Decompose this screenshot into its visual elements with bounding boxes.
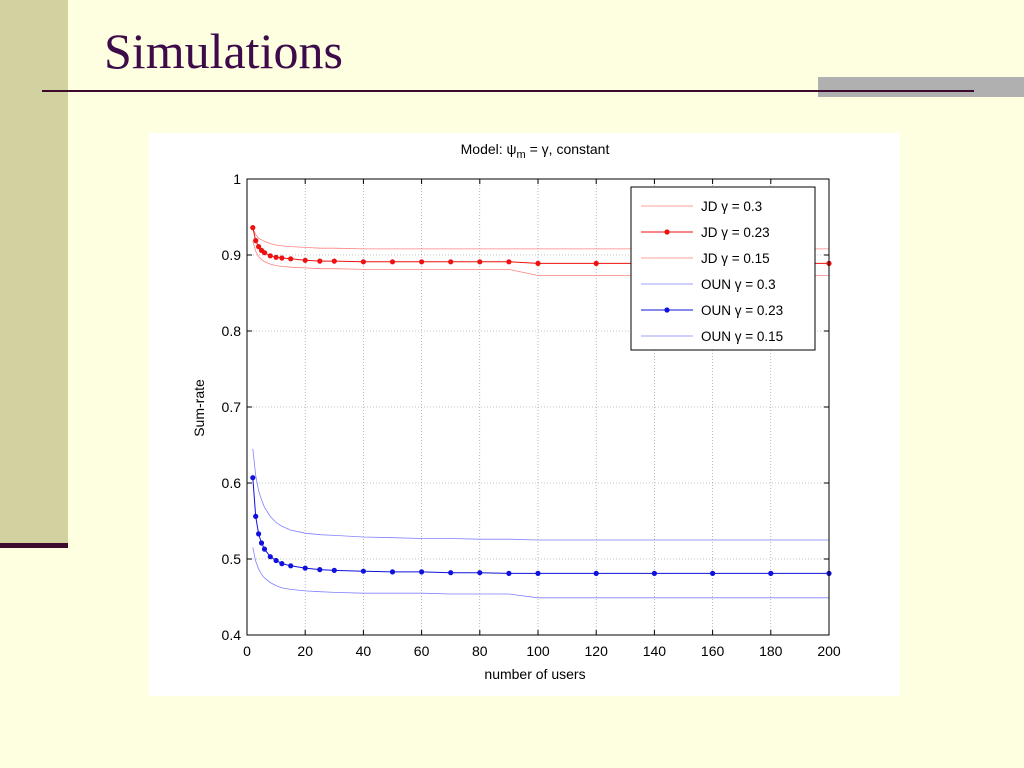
data-point: [279, 561, 285, 567]
series-4: [250, 475, 832, 576]
title-rule-accent: [818, 90, 974, 92]
series-line: [252, 547, 829, 599]
data-point: [256, 531, 262, 537]
data-point: [593, 570, 599, 576]
x-tick-label: 140: [643, 643, 667, 659]
slide-title: Simulations: [104, 23, 343, 79]
y-tick-label: 0.8: [222, 323, 242, 339]
data-point: [253, 238, 259, 244]
legend-label: OUN γ = 0.3: [701, 277, 776, 292]
data-point: [273, 254, 279, 260]
data-point: [302, 257, 308, 263]
data-point: [288, 563, 294, 569]
data-point: [261, 546, 268, 552]
title-rule: [42, 90, 974, 92]
data-point: [389, 569, 396, 575]
data-point: [360, 568, 366, 574]
figure-panel: Model: ψm = γ, constant 0 20 40 60 80 100 120 1…: [149, 133, 900, 696]
data-point: [253, 513, 259, 519]
series-line: [252, 241, 829, 276]
data-point: [477, 259, 483, 265]
y-tick-label: 1: [233, 171, 241, 187]
series-2: [252, 241, 829, 276]
data-point: [593, 260, 599, 266]
x-tick-label: 200: [817, 643, 841, 659]
data-point: [506, 259, 512, 265]
data-point: [250, 225, 256, 231]
x-tick-label: 160: [701, 643, 725, 659]
x-tick-label: 20: [297, 643, 313, 659]
chart-title: Model: ψm = γ, constant: [461, 141, 610, 161]
data-point: [331, 567, 337, 573]
data-point: [535, 570, 541, 576]
x-tick-label: 120: [585, 643, 609, 659]
legend-label: OUN γ = 0.23: [701, 303, 783, 318]
x-tick-label: 60: [414, 643, 430, 659]
series-line: [252, 228, 829, 250]
legend-marker: [664, 229, 670, 235]
legend-label: JD γ = 0.23: [701, 225, 770, 240]
data-point: [448, 570, 454, 576]
sum-rate-chart: Model: ψm = γ, constant 0 20 40 60 80 100 120 1…: [191, 141, 841, 682]
legend-label: OUN γ = 0.15: [701, 329, 783, 344]
data-point: [419, 259, 425, 265]
data-point: [506, 570, 512, 576]
left-accent-bar: [0, 0, 68, 545]
series-5: [252, 547, 829, 599]
data-point: [288, 256, 294, 262]
series-0: [252, 228, 829, 250]
data-point: [360, 259, 366, 265]
data-point: [477, 570, 483, 576]
data-point: [256, 244, 262, 250]
data-point: [768, 570, 774, 576]
data-point: [419, 569, 425, 575]
series-3: [252, 448, 829, 541]
y-tick-label: 0.6: [222, 475, 242, 491]
data-point: [258, 540, 265, 546]
legend-box: [630, 186, 816, 351]
data-point: [250, 475, 256, 481]
data-point: [331, 258, 337, 264]
series-layer: [250, 225, 832, 599]
data-point: [279, 255, 285, 261]
x-tick-label: 100: [526, 643, 550, 659]
left-accent-underline: [0, 543, 68, 548]
y-axis-label: Sum-rate: [191, 379, 207, 437]
data-point: [317, 258, 323, 264]
data-point: [273, 557, 279, 564]
data-point: [710, 570, 716, 576]
legend: JD γ = 0.3 JD γ = 0.23 JD γ = 0.15 OUN γ = …: [630, 186, 816, 351]
x-tick-label: 80: [472, 643, 488, 659]
x-tick-label: 40: [356, 643, 372, 659]
legend-label: JD γ = 0.15: [701, 251, 770, 266]
legend-label: JD γ = 0.3: [701, 199, 762, 214]
y-tick-label: 0.9: [222, 247, 242, 263]
tick-layer: 0 20 40 60 80 100 120 140 160 180 200 0.4 0.5 0.6 0.7 0…: [222, 171, 841, 659]
data-point: [448, 259, 454, 265]
data-point: [535, 260, 541, 266]
data-point: [317, 567, 323, 573]
x-tick-label: 180: [759, 643, 783, 659]
data-point: [267, 554, 273, 560]
data-point: [389, 259, 396, 265]
data-point: [651, 570, 657, 576]
data-point: [302, 565, 308, 571]
y-tick-label: 0.5: [222, 551, 242, 567]
data-point: [267, 253, 273, 259]
legend-marker: [664, 307, 670, 313]
y-tick-label: 0.4: [222, 627, 242, 643]
data-point: [261, 250, 268, 256]
x-tick-label: 0: [243, 643, 251, 659]
series-line: [252, 448, 829, 541]
title-rule-tab: [818, 77, 1024, 97]
x-axis-label: number of users: [484, 666, 585, 682]
y-tick-label: 0.7: [222, 399, 242, 415]
